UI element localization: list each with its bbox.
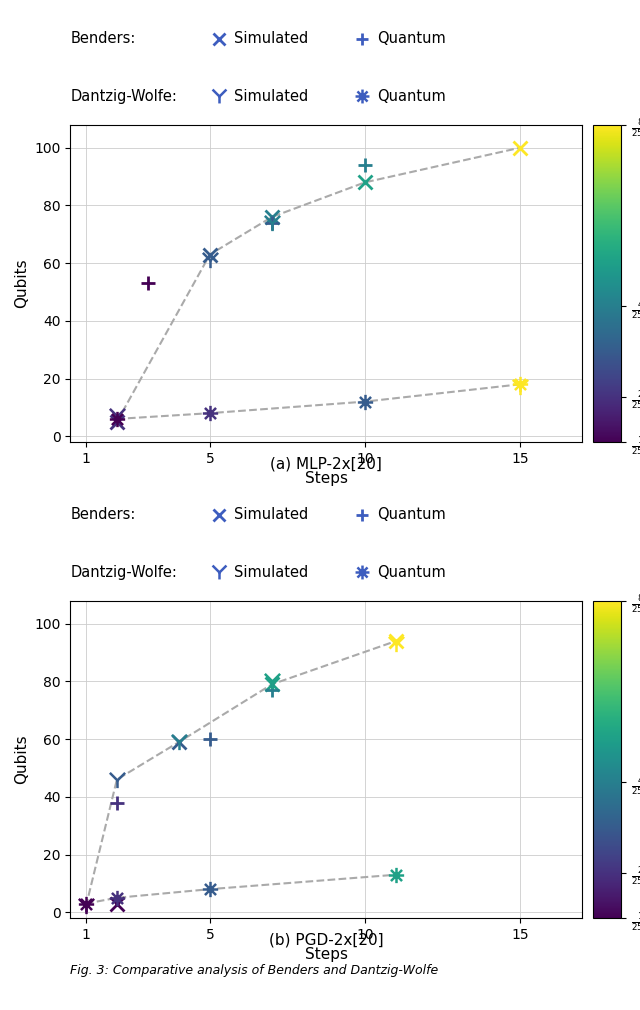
Text: Quantum: Quantum (378, 565, 446, 580)
Text: Dantzig-Wolfe:: Dantzig-Wolfe: (70, 89, 177, 104)
Y-axis label: Qubits: Qubits (13, 259, 29, 308)
Text: Simulated: Simulated (234, 507, 308, 522)
Text: Quantum: Quantum (378, 507, 446, 522)
Y-axis label: Qubits: Qubits (13, 734, 29, 784)
Text: Fig. 3: Comparative analysis of Benders and Dantzig-Wolfe: Fig. 3: Comparative analysis of Benders … (70, 965, 438, 978)
Text: Benders:: Benders: (70, 31, 136, 46)
Text: (a) MLP-2x[20]: (a) MLP-2x[20] (270, 457, 382, 472)
Text: (b) PGD-2x[20]: (b) PGD-2x[20] (269, 932, 383, 947)
Text: Simulated: Simulated (234, 31, 308, 46)
Text: Benders:: Benders: (70, 507, 136, 522)
Text: Quantum: Quantum (378, 89, 446, 104)
Text: Simulated: Simulated (234, 89, 308, 104)
X-axis label: Steps: Steps (305, 472, 348, 486)
Text: Dantzig-Wolfe:: Dantzig-Wolfe: (70, 565, 177, 580)
Text: Simulated: Simulated (234, 565, 308, 580)
X-axis label: Steps: Steps (305, 947, 348, 963)
Text: Quantum: Quantum (378, 31, 446, 46)
